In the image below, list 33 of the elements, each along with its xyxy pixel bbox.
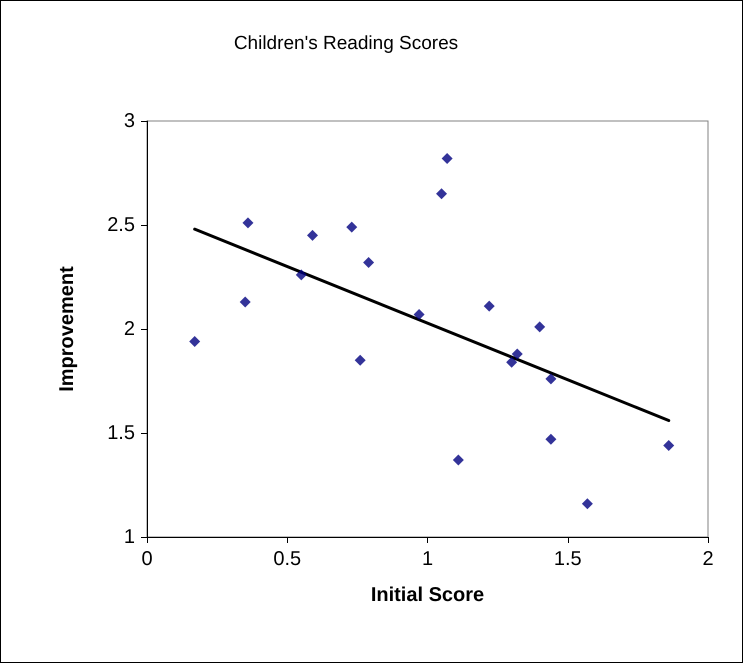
point (534, 321, 546, 332)
point (506, 356, 518, 368)
chart-title: Children's Reading Scores (234, 33, 458, 54)
point (242, 217, 254, 228)
x-axis-title: Initial Score (370, 584, 484, 606)
point (346, 222, 358, 233)
point (189, 336, 200, 347)
point (363, 256, 374, 268)
point (354, 354, 366, 366)
x-tick-label: 1 (422, 548, 434, 570)
point (436, 188, 448, 200)
y-tick-label: 1 (124, 526, 135, 548)
y-axis-title: Improvement (56, 266, 78, 392)
point (484, 300, 495, 312)
point (240, 296, 251, 308)
y-tick-label: 2.5 (107, 214, 135, 236)
point (545, 373, 556, 384)
point (512, 348, 523, 360)
y-tick-label: 1.5 (107, 422, 135, 444)
y-tick-label: 3 (124, 110, 135, 132)
y-tick-label: 2 (124, 318, 135, 340)
point (582, 498, 593, 510)
x-tick-label: 2 (702, 548, 714, 570)
x-tick-label: 1.5 (554, 548, 582, 570)
point (545, 434, 556, 445)
point (452, 454, 464, 466)
x-tick-label: 0 (141, 548, 153, 570)
point (663, 440, 674, 451)
point (296, 269, 307, 280)
x-tick-label: 0.5 (273, 548, 302, 570)
point (414, 308, 425, 320)
point (306, 230, 318, 241)
point (442, 152, 453, 164)
